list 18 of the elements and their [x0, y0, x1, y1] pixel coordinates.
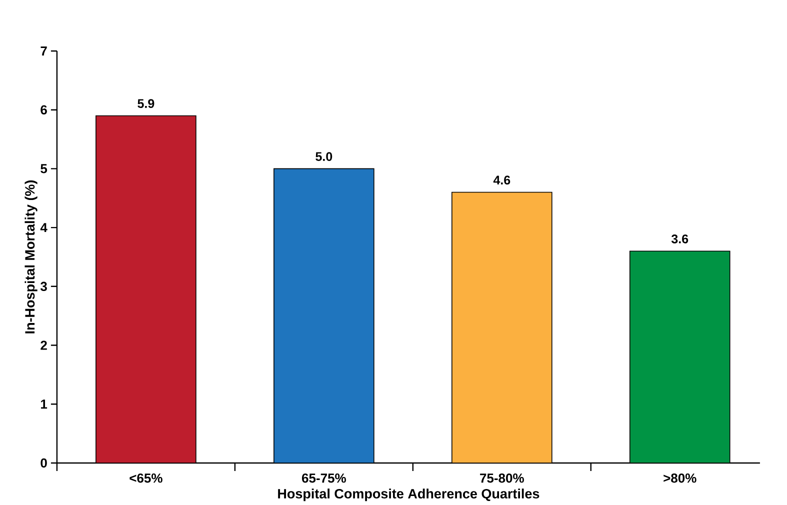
x-tick-label: >80%: [664, 474, 696, 483]
data-label: 4.6: [493, 176, 510, 185]
y-tick-label: 6: [40, 105, 47, 115]
data-label: 5.9: [138, 99, 154, 108]
y-tick-label: 0: [40, 458, 47, 468]
data-label: 5.0: [316, 152, 332, 162]
y-tick-label: 4: [40, 223, 48, 232]
data-label: 3.6: [671, 234, 688, 244]
x-axis-title: Hospital Composite Adherence Quartiles: [278, 488, 540, 502]
x-tick-label: 75-80%: [480, 474, 524, 483]
y-axis-title: In-Hospital Mortality (%): [24, 180, 38, 334]
y-tick-label: 5: [40, 164, 48, 174]
y-tick-label: 3: [40, 282, 47, 292]
y-tick-label: 1: [41, 400, 48, 409]
x-tick-label: <65%: [130, 474, 162, 483]
x-tick-label: 65-75%: [302, 474, 346, 483]
y-tick-label: 2: [40, 340, 47, 350]
y-tick-label: 7: [40, 46, 47, 56]
